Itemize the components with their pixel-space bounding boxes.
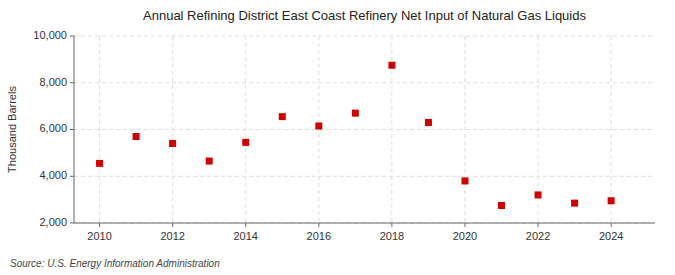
x-tick [611, 223, 612, 227]
point [571, 200, 578, 207]
x-tick [464, 223, 465, 227]
x-grid-line [245, 36, 246, 223]
point [242, 139, 249, 146]
x-grid-line [611, 36, 612, 223]
x-tick-label: 2024 [599, 230, 623, 242]
point [425, 119, 432, 126]
y-tick-label: 4,000 [39, 169, 67, 181]
y-tick [70, 36, 74, 37]
x-tick-label: 2022 [526, 230, 550, 242]
y-tick [70, 223, 74, 224]
chart: 2,000 4,000 6,000 8,000 10,000 2010 2012 2014 20… [0, 0, 675, 275]
y-tick [70, 176, 74, 177]
point [96, 160, 103, 167]
grid [74, 36, 655, 223]
x-tick [318, 223, 319, 227]
x-tick-label: 2018 [380, 230, 404, 242]
title: Annual Refining District East Coast Refi… [143, 8, 586, 23]
point [133, 133, 140, 140]
points [96, 62, 615, 209]
point [315, 122, 322, 129]
y-axis-label: Thousand Barrels [6, 86, 18, 173]
x-tick-label: 2010 [87, 230, 111, 242]
x-tick-label: 2016 [307, 230, 331, 242]
point [352, 110, 359, 117]
x-axis-line [74, 223, 655, 224]
point [535, 191, 542, 198]
point [169, 140, 176, 147]
y-tick-label: 8,000 [39, 76, 67, 88]
x-tick [245, 223, 246, 227]
x-tick [99, 223, 100, 227]
x-grid-line [318, 36, 319, 223]
y-grid-line [74, 82, 655, 83]
x-tick [538, 223, 539, 227]
source-note: Source: U.S. Energy Information Administ… [10, 258, 220, 269]
point [206, 158, 213, 165]
y-grid-line [74, 176, 655, 177]
x-tick [172, 223, 173, 227]
x-grid-line [99, 36, 100, 223]
point [498, 202, 505, 209]
x-tick [391, 223, 392, 227]
x-grid-line [464, 36, 465, 223]
y-grid-line [74, 223, 655, 224]
point [608, 197, 615, 204]
y-tick [70, 82, 74, 83]
point [388, 62, 395, 69]
y-tick-label: 6,000 [39, 122, 67, 134]
x-grid-line [172, 36, 173, 223]
point [279, 113, 286, 120]
point [461, 177, 468, 184]
y-tick-label: 10,000 [33, 29, 67, 41]
x-tick-label: 2020 [453, 230, 477, 242]
y-tick [70, 129, 74, 130]
y-grid-line [74, 129, 655, 130]
x-tick-label: 2014 [233, 230, 257, 242]
y-tick-label: 2,000 [39, 216, 67, 228]
y-grid-line [74, 36, 655, 37]
x-tick-label: 2012 [160, 230, 184, 242]
